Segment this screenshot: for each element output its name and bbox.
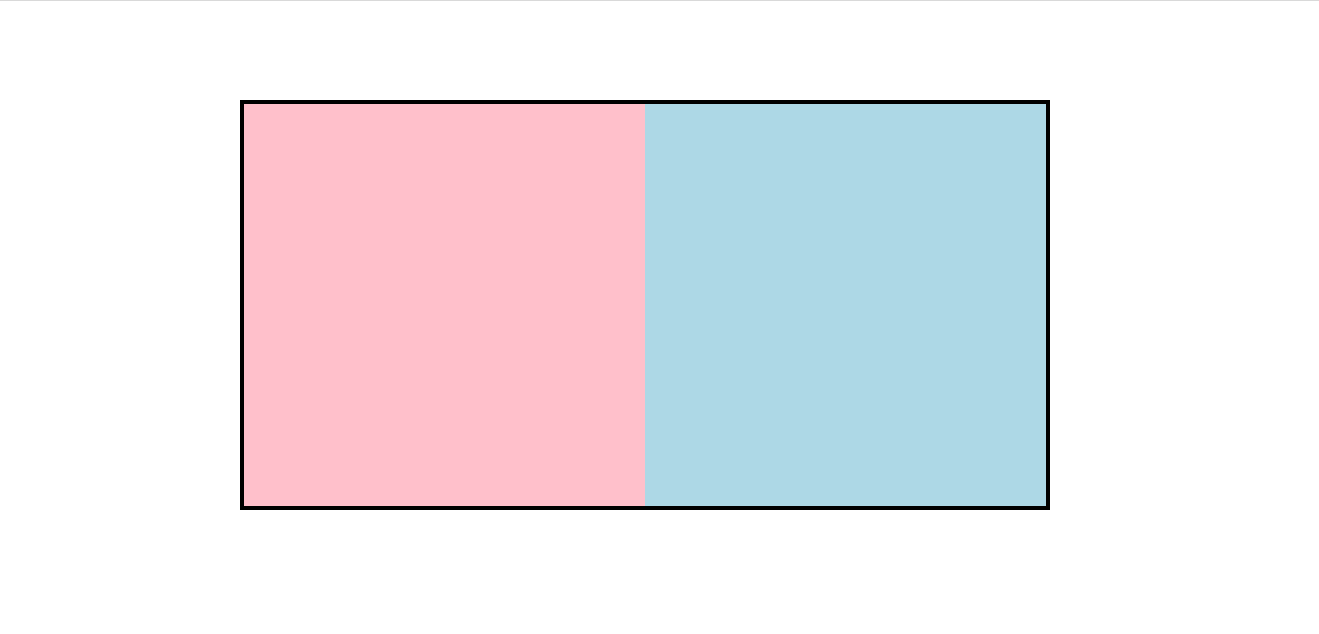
split-box — [240, 100, 1050, 510]
right-panel — [645, 104, 1046, 506]
left-panel — [244, 104, 645, 506]
top-rule — [0, 0, 1319, 1]
